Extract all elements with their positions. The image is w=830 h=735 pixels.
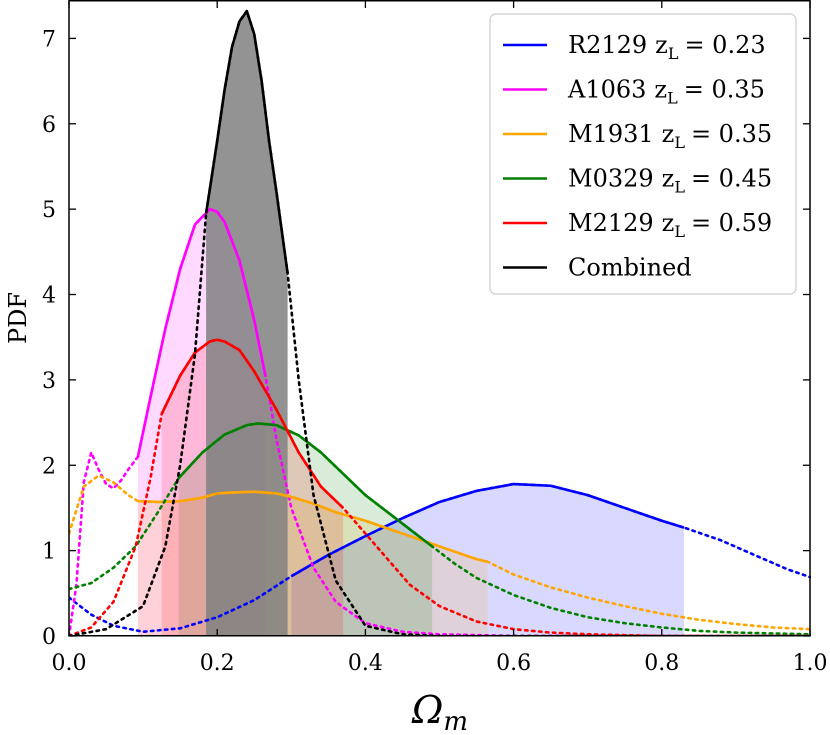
x-axis-label: Ωm — [411, 688, 468, 735]
x-tick-label: 0.2 — [200, 651, 235, 676]
y-tick-label: 1 — [42, 540, 56, 565]
legend-item-m1931: M1931 zL = 0.35 — [503, 120, 772, 152]
y-tick-label: 5 — [42, 198, 56, 223]
y-tick-label: 2 — [42, 454, 56, 479]
interval-line-m0329 — [177, 422, 433, 548]
x-tick-label: 0.6 — [496, 651, 531, 676]
legend-label: M1931 zL = 0.35 — [568, 120, 772, 152]
legend-item-m0329: M0329 zL = 0.45 — [503, 165, 772, 197]
legend-label: A1063 zL = 0.35 — [567, 76, 765, 108]
legend-items: R2129 zL = 0.23 A1063 zL = 0.35 M1931 zL = 0.35 M… — [503, 31, 772, 282]
legend: R2129 zL = 0.23 A1063 zL = 0.35 M1931 zL = 0.35 M… — [489, 13, 797, 295]
y-axis-ticks: 0 1 2 3 4 5 6 7 — [42, 27, 810, 650]
y-tick-label: 3 — [42, 369, 56, 394]
tail-line-m1931 — [69, 474, 811, 631]
pdf-curves — [69, 8, 811, 636]
legend-label: M0329 zL = 0.45 — [568, 165, 772, 197]
x-axis-ticks: 0.0 0.2 0.4 0.6 0.8 1.0 — [52, 1, 828, 676]
y-axis-label: PDF — [4, 292, 32, 344]
interval-line-r2129 — [290, 482, 685, 578]
legend-label: M2129 zL = 0.59 — [568, 209, 772, 241]
x-axis-label-subscript: m — [443, 707, 468, 735]
x-axis-label-symbol: Ω — [411, 688, 444, 732]
interval-line-m1931 — [137, 490, 488, 563]
legend-label: R2129 zL = 0.23 — [568, 31, 766, 63]
x-tick-label: 0.4 — [348, 651, 383, 676]
legend-item-combined: Combined — [503, 254, 692, 282]
interval-line-m2129 — [160, 338, 345, 509]
legend-item-r2129: R2129 zL = 0.23 — [503, 31, 766, 63]
legend-item-m2129: M2129 zL = 0.59 — [503, 209, 772, 241]
y-tick-label: 0 — [42, 625, 56, 650]
y-tick-label: 6 — [42, 113, 56, 138]
interval-fill-combined — [206, 11, 288, 636]
x-tick-label: 1.0 — [793, 651, 828, 676]
x-tick-label: 0.0 — [52, 651, 87, 676]
legend-box — [489, 13, 797, 295]
y-tick-label: 7 — [42, 27, 56, 52]
interval-line-a1063 — [136, 207, 267, 457]
y-tick-label: 4 — [42, 284, 56, 309]
plot-frame — [68, 0, 811, 637]
legend-item-a1063: A1063 zL = 0.35 — [503, 76, 765, 108]
interval-line-combined — [204, 9, 289, 274]
tail-line-m2129 — [69, 338, 811, 636]
legend-label: Combined — [568, 254, 692, 282]
x-tick-label: 0.8 — [644, 651, 679, 676]
